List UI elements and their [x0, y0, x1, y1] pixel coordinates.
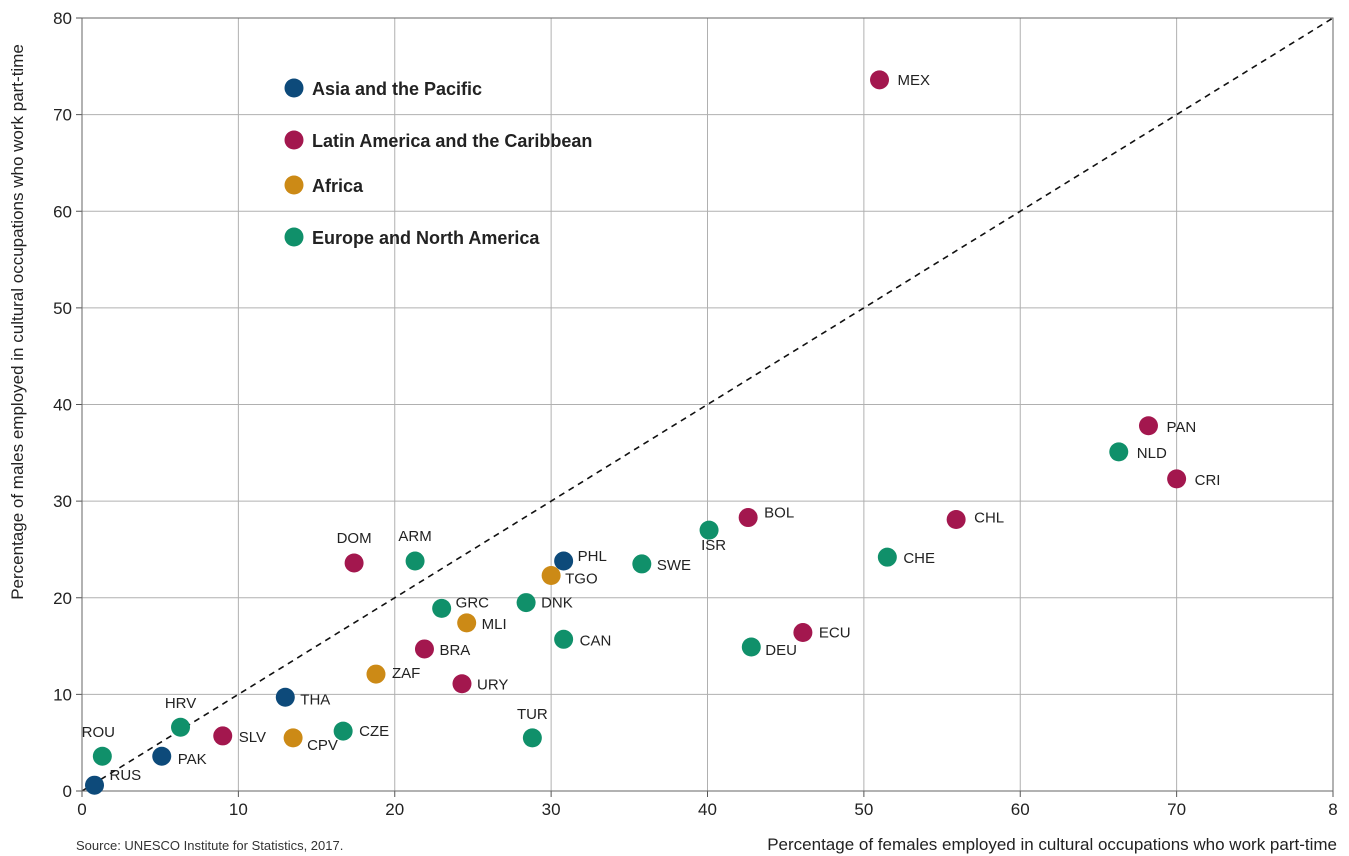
- legend-marker: [284, 175, 304, 195]
- legend-label: Europe and North America: [312, 228, 540, 248]
- x-tick-label: 10: [229, 800, 248, 819]
- legend-marker: [284, 130, 304, 150]
- legend-marker: [284, 227, 304, 247]
- data-point: [457, 613, 477, 633]
- data-point: [1109, 442, 1129, 462]
- reference-line-group: [81, 17, 1334, 792]
- x-tick-label: 60: [1011, 800, 1030, 819]
- data-point: [275, 687, 295, 707]
- point-label: ECU: [819, 625, 851, 642]
- data-points: MEX PAN NLD CRI BOL CHL ISR CHE PHL ARM DOM SWE TGO D…: [82, 70, 1221, 795]
- data-point: [516, 593, 536, 613]
- point-label: TUR: [517, 706, 548, 723]
- x-axis-title: Percentage of females employed in cultur…: [767, 835, 1337, 854]
- x-tick-label: 8: [1328, 800, 1337, 819]
- source-note: Source: UNESCO Institute for Statistics,…: [76, 838, 343, 853]
- y-axis-title: Percentage of males employed in cultural…: [8, 44, 27, 600]
- data-point: [152, 746, 172, 766]
- y-tick-label: 40: [53, 396, 72, 415]
- y-tick-label: 80: [53, 9, 72, 28]
- point-label: GRC: [456, 594, 490, 611]
- x-tick-label: 40: [698, 800, 717, 819]
- y-tick-label: 10: [53, 685, 72, 704]
- data-point: [344, 553, 364, 573]
- data-point: [213, 726, 233, 746]
- y-tick-label: 0: [63, 782, 72, 801]
- grid: [82, 18, 1333, 791]
- data-point: [85, 775, 105, 795]
- legend: Asia and the Pacific Latin America and th…: [284, 78, 592, 248]
- point-label: DOM: [337, 530, 372, 547]
- data-point: [405, 551, 425, 571]
- data-point: [283, 728, 303, 748]
- point-label: RUS: [110, 767, 142, 784]
- point-label: CHL: [974, 509, 1004, 526]
- plot-frame: [81, 17, 1334, 792]
- data-point: [1138, 416, 1158, 436]
- x-tick-label: 20: [385, 800, 404, 819]
- y-tick-label: 30: [53, 492, 72, 511]
- data-point: [793, 623, 813, 643]
- point-label: CAN: [580, 632, 612, 649]
- point-label: ROU: [82, 724, 115, 741]
- point-label: DNK: [541, 595, 573, 612]
- point-label: PAN: [1166, 419, 1196, 436]
- point-label: BOL: [764, 505, 794, 522]
- data-point: [554, 551, 574, 571]
- point-label: HRV: [165, 695, 196, 712]
- x-tick-label: 0: [77, 800, 86, 819]
- data-point: [554, 629, 574, 649]
- y-tick-label: 20: [53, 589, 72, 608]
- y-tick-label: 60: [53, 202, 72, 221]
- point-label: NLD: [1137, 445, 1167, 462]
- data-point: [432, 598, 452, 618]
- point-label: TGO: [565, 571, 598, 588]
- point-label: CHE: [903, 550, 935, 567]
- data-point: [1167, 469, 1187, 489]
- legend-marker: [284, 78, 304, 98]
- data-point: [522, 728, 542, 748]
- data-point: [92, 746, 112, 766]
- data-point: [632, 554, 652, 574]
- point-label: PHL: [578, 548, 607, 565]
- data-point: [366, 664, 386, 684]
- point-label: ZAF: [392, 665, 420, 682]
- data-point: [333, 721, 353, 741]
- point-label: BRA: [439, 642, 470, 659]
- diagonal-reference-line: [81, 17, 1334, 792]
- x-tick-label: 70: [1167, 800, 1186, 819]
- point-label: SLV: [239, 729, 266, 746]
- point-label: MLI: [482, 616, 507, 633]
- data-point: [699, 520, 719, 540]
- point-label: SWE: [657, 557, 691, 574]
- data-point: [414, 639, 434, 659]
- point-label: ARM: [398, 528, 431, 545]
- point-label: MEX: [898, 72, 931, 89]
- y-tick-label: 50: [53, 299, 72, 318]
- point-label: URY: [477, 677, 508, 694]
- x-tick-label: 50: [854, 800, 873, 819]
- point-label: CRI: [1195, 472, 1221, 489]
- data-point: [541, 566, 561, 586]
- point-label: ISR: [701, 537, 726, 554]
- data-point: [171, 717, 191, 737]
- y-tick-label: 70: [53, 106, 72, 125]
- point-label: CZE: [359, 723, 389, 740]
- x-tick-label: 30: [542, 800, 561, 819]
- point-label: CPV: [307, 737, 338, 754]
- data-point: [738, 508, 758, 528]
- point-label: PAK: [178, 751, 207, 768]
- data-point: [877, 547, 897, 567]
- legend-label: Asia and the Pacific: [312, 79, 482, 99]
- data-point: [741, 637, 761, 657]
- legend-label: Latin America and the Caribbean: [312, 131, 592, 151]
- point-label: THA: [300, 691, 330, 708]
- data-point: [870, 70, 890, 90]
- data-point: [946, 509, 966, 529]
- point-label: DEU: [765, 642, 797, 659]
- legend-label: Africa: [312, 176, 364, 196]
- data-point: [452, 674, 472, 694]
